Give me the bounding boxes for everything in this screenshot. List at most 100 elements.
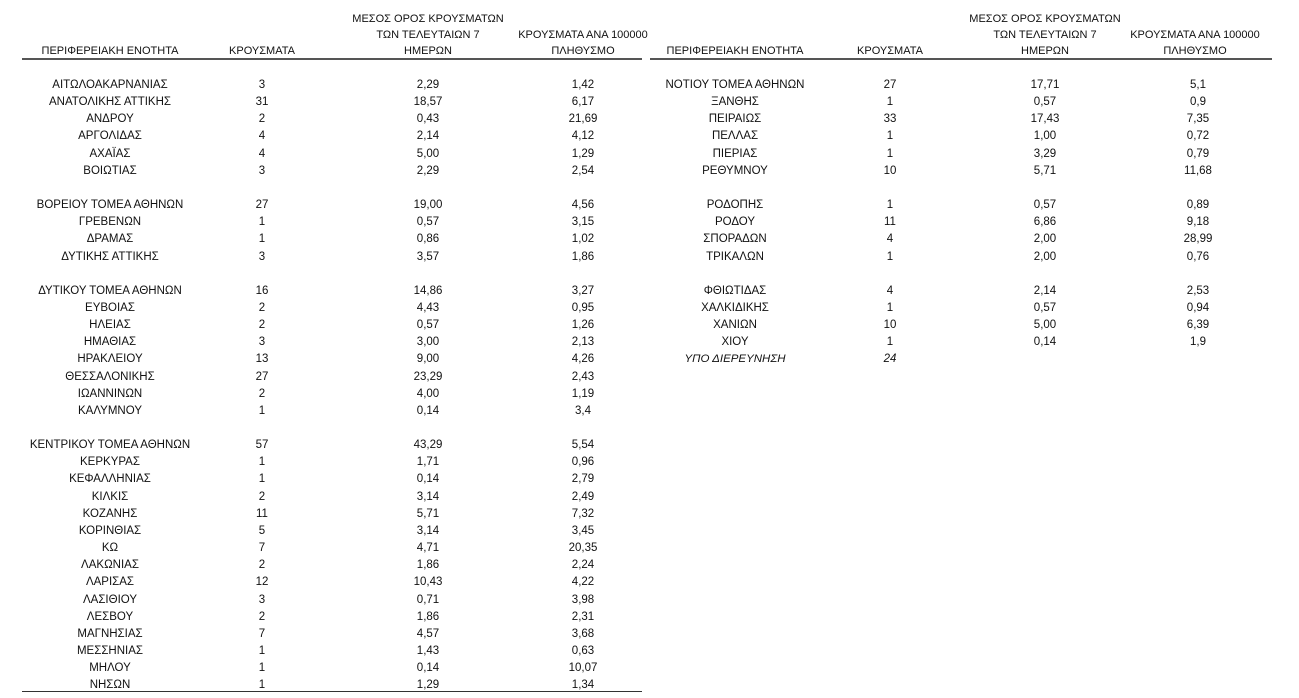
avg-7days: 2,29 xyxy=(416,164,440,177)
cases-count: 3 xyxy=(258,164,266,177)
avg-7days: 0,71 xyxy=(416,593,440,606)
region-name: ΙΩΑΝΝΙΝΩΝ xyxy=(77,387,143,400)
avg-7days: 0,14 xyxy=(416,404,440,417)
per-100k: 2,43 xyxy=(571,370,595,383)
cases-count: 11 xyxy=(256,507,268,520)
avg-7days: 17,71 xyxy=(1030,79,1060,91)
region-name: ΦΘΙΩΤΙΔΑΣ xyxy=(703,284,767,297)
per-100k: 0,94 xyxy=(1186,301,1210,314)
cases-count: 1 xyxy=(258,679,266,692)
avg-7days: 0,86 xyxy=(416,233,440,246)
table-row: ΘΕΣΣΑΛΟΝΙΚΗΣ 27 23,29 2,43 xyxy=(22,369,642,386)
per-100k: 4,22 xyxy=(571,576,595,589)
region-name: ΜΑΓΝΗΣΙΑΣ xyxy=(77,627,143,640)
cases-count: 3 xyxy=(258,250,266,263)
avg-7days: 10,43 xyxy=(413,576,443,589)
cases-count: 1 xyxy=(258,233,266,246)
header-region: ΠΕΡΙΦΕΡΕΙΑΚΗ ΕΝΟΤΗΤΑ xyxy=(666,45,804,57)
region-name: ΛΑΣΙΘΙΟΥ xyxy=(82,593,138,606)
region-name: ΜΗΛΟΥ xyxy=(89,662,131,675)
table-row: ΚΟΡΙΝΘΙΑΣ 5 3,14 3,45 xyxy=(22,523,642,540)
cases-count: 1 xyxy=(886,250,894,263)
avg-7days: 0,57 xyxy=(1033,96,1057,109)
table-row: ΑΡΓΟΛΙΔΑΣ 4 2,14 4,12 xyxy=(22,128,642,145)
avg-7days: 5,71 xyxy=(416,507,440,520)
per-100k: 1,34 xyxy=(571,679,595,692)
header-avg-line1: ΜΕΣΟΣ ΟΡΟΣ ΚΡΟΥΣΜΑΤΩΝ xyxy=(352,13,504,25)
region-name: ΓΡΕΒΕΝΩΝ xyxy=(78,216,142,229)
cases-count: 1 xyxy=(886,147,894,160)
table-row: ΑΝΔΡΟΥ 2 0,43 21,69 xyxy=(22,111,642,128)
table-row: ΔΥΤΙΚΗΣ ΑΤΤΙΚΗΣ 3 3,57 1,86 xyxy=(22,249,642,266)
header-per100k-line2: ΠΛΗΘΥΣΜΟ xyxy=(551,45,615,57)
cases-table-left: ΠΕΡΙΦΕΡΕΙΑΚΗ ΕΝΟΤΗΤΑ ΚΡΟΥΣΜΑΤΑ ΜΕΣΟΣ ΟΡΟ… xyxy=(22,0,648,698)
region-name: ΒΟΡΕΙΟΥ ΤΟΜΕΑ ΑΘΗΝΩΝ xyxy=(36,199,184,212)
region-name: ΗΜΑΘΙΑΣ xyxy=(83,336,137,349)
avg-7days: 1,86 xyxy=(416,559,440,572)
cases-count: 4 xyxy=(886,284,894,297)
per-100k: 2,79 xyxy=(571,473,595,486)
per-100k: 3,68 xyxy=(571,627,595,640)
cases-count: 4 xyxy=(258,147,266,160)
avg-7days: 0,57 xyxy=(416,319,440,332)
region-name: ΚΟΡΙΝΘΙΑΣ xyxy=(78,524,142,537)
table-row: ΑΙΤΩΛΟΑΚΑΡΝΑΝΙΑΣ 3 2,29 1,42 xyxy=(22,77,642,94)
avg-7days: 1,29 xyxy=(416,679,440,692)
table-row: ΠΕΛΛΑΣ 1 1,00 0,72 xyxy=(650,128,1272,145)
header-divider xyxy=(22,58,642,60)
per-100k: 0,95 xyxy=(571,301,595,314)
table-row: ΗΜΑΘΙΑΣ 3 3,00 2,13 xyxy=(22,334,642,351)
avg-7days: 2,00 xyxy=(1033,250,1057,263)
avg-7days: 2,14 xyxy=(1033,284,1057,297)
cases-count: 1 xyxy=(886,301,894,314)
cases-count: 13 xyxy=(255,353,269,366)
cases-count: 7 xyxy=(258,627,266,640)
header-per-100k: ΚΡΟΥΣΜΑΤΑ ΑΝΑ 100000 ΠΛΗΘΥΣΜΟ xyxy=(1120,27,1270,59)
region-name: ΡΟΔΟΠΗΣ xyxy=(706,199,764,212)
avg-7days: 3,57 xyxy=(416,250,440,263)
per-100k: 3,27 xyxy=(571,284,595,297)
table-row: ΚΟΖΑΝΗΣ 11 5,71 7,32 xyxy=(22,506,642,523)
cases-count: 4 xyxy=(886,233,894,246)
avg-7days: 2,29 xyxy=(416,79,440,91)
region-name: ΧΙΟΥ xyxy=(721,336,749,349)
avg-7days: 2,00 xyxy=(1033,233,1057,246)
table-row: ΦΘΙΩΤΙΔΑΣ 4 2,14 2,53 xyxy=(650,283,1272,300)
region-name: ΒΟΙΩΤΙΑΣ xyxy=(83,164,137,177)
per-100k: 0,89 xyxy=(1186,199,1210,212)
header-divider xyxy=(650,58,1272,60)
header-cases: ΚΡΟΥΣΜΑΤΑ xyxy=(229,45,295,57)
header-per100k-line1: ΚΡΟΥΣΜΑΤΑ ΑΝΑ 100000 xyxy=(518,29,648,41)
table-row: ΛΕΣΒΟΥ 2 1,86 2,31 xyxy=(22,609,642,626)
avg-7days: 5,00 xyxy=(416,147,440,160)
table-row: ΕΥΒΟΙΑΣ 2 4,43 0,95 xyxy=(22,300,642,317)
per-100k: 4,12 xyxy=(571,130,595,143)
avg-7days: 5,71 xyxy=(1033,164,1057,177)
cases-count: 12 xyxy=(255,576,269,589)
per-100k: 9,18 xyxy=(1186,216,1210,229)
region-name: ΔΡΑΜΑΣ xyxy=(86,233,134,246)
region-name: ΚΕΝΤΡΙΚΟΥ ΤΟΜΕΑ ΑΘΗΝΩΝ xyxy=(29,439,191,452)
per-100k: 1,02 xyxy=(571,233,595,246)
table-row: ΡΟΔΟΥ 11 6,86 9,18 xyxy=(650,214,1272,231)
table-row: ΠΕΙΡΑΙΩΣ 33 17,43 7,35 xyxy=(650,111,1272,128)
avg-7days: 0,57 xyxy=(1033,199,1057,212)
per-100k: 2,54 xyxy=(571,164,595,177)
cases-count: 1 xyxy=(886,96,894,109)
avg-7days: 17,43 xyxy=(1030,113,1060,126)
region-name: ΑΝΔΡΟΥ xyxy=(86,113,134,126)
cases-count: 7 xyxy=(258,542,266,555)
cases-count: 2 xyxy=(258,610,266,623)
region-name: ΚΕΡΚΥΡΑΣ xyxy=(80,456,140,469)
region-name: ΚΙΛΚΙΣ xyxy=(91,490,129,503)
region-name: ΜΕΣΣΗΝΙΑΣ xyxy=(76,644,144,657)
avg-7days: 3,29 xyxy=(1033,147,1057,160)
avg-7days: 2,14 xyxy=(416,130,440,143)
table-row: ΚΩ 7 4,71 20,35 xyxy=(22,540,642,557)
region-name: ΠΕΙΡΑΙΩΣ xyxy=(708,113,762,126)
table-row: ΒΟΙΩΤΙΑΣ 3 2,29 2,54 xyxy=(22,163,642,180)
per-100k: 4,26 xyxy=(571,353,595,366)
region-name: ΑΡΓΟΛΙΔΑΣ xyxy=(78,130,142,143)
region-name: ΤΡΙΚΑΛΩΝ xyxy=(706,250,764,263)
table-row: ΜΕΣΣΗΝΙΑΣ 1 1,43 0,63 xyxy=(22,643,642,660)
